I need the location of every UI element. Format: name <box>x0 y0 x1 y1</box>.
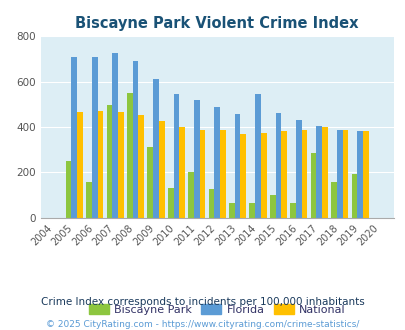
Bar <box>228 203 234 218</box>
Bar <box>275 114 281 218</box>
Bar <box>106 106 112 218</box>
Bar <box>66 161 71 218</box>
Text: Crime Index corresponds to incidents per 100,000 inhabitants: Crime Index corresponds to incidents per… <box>41 297 364 307</box>
Bar <box>118 112 124 218</box>
Bar <box>153 79 158 218</box>
Bar <box>356 131 362 218</box>
Bar <box>310 153 315 218</box>
Bar <box>315 126 321 218</box>
Bar <box>179 127 185 218</box>
Bar <box>127 93 132 218</box>
Bar <box>199 130 205 218</box>
Bar <box>301 130 307 218</box>
Bar <box>77 112 83 218</box>
Bar <box>290 203 295 218</box>
Bar <box>97 111 103 218</box>
Bar <box>92 57 97 218</box>
Bar <box>249 203 255 218</box>
Text: © 2025 CityRating.com - https://www.cityrating.com/crime-statistics/: © 2025 CityRating.com - https://www.city… <box>46 320 359 329</box>
Bar <box>234 114 240 218</box>
Bar <box>255 94 260 218</box>
Legend: Biscayne Park, Florida, National: Biscayne Park, Florida, National <box>84 300 349 319</box>
Bar <box>342 130 347 218</box>
Bar <box>330 182 336 218</box>
Bar <box>214 107 220 218</box>
Bar <box>167 188 173 218</box>
Bar <box>260 133 266 218</box>
Bar <box>112 53 118 218</box>
Bar <box>208 189 214 218</box>
Bar <box>188 172 194 218</box>
Bar <box>132 61 138 218</box>
Bar <box>138 115 144 218</box>
Bar <box>281 131 286 218</box>
Bar <box>321 127 327 218</box>
Bar <box>295 120 301 218</box>
Bar <box>158 121 164 218</box>
Bar <box>86 182 92 218</box>
Bar <box>220 130 225 218</box>
Bar <box>351 174 356 218</box>
Bar <box>147 148 153 218</box>
Bar <box>173 94 179 218</box>
Bar <box>269 195 275 218</box>
Bar <box>71 57 77 218</box>
Title: Biscayne Park Violent Crime Index: Biscayne Park Violent Crime Index <box>75 16 358 31</box>
Bar <box>194 100 199 218</box>
Bar <box>336 130 342 218</box>
Bar <box>240 134 245 218</box>
Bar <box>362 131 368 218</box>
